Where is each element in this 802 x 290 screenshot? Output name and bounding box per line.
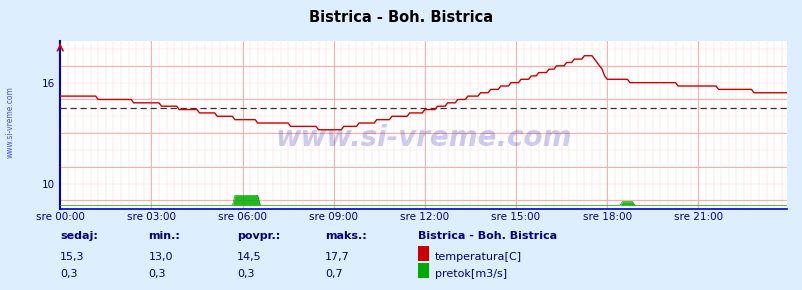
- Text: 15,3: 15,3: [60, 251, 85, 262]
- Text: maks.:: maks.:: [325, 231, 367, 241]
- Text: povpr.:: povpr.:: [237, 231, 280, 241]
- Text: 0,3: 0,3: [237, 269, 254, 279]
- Text: pretok[m3/s]: pretok[m3/s]: [435, 269, 507, 279]
- Text: 0,3: 0,3: [148, 269, 166, 279]
- Text: 0,7: 0,7: [325, 269, 342, 279]
- Text: min.:: min.:: [148, 231, 180, 241]
- Text: Bistrica - Boh. Bistrica: Bistrica - Boh. Bistrica: [309, 10, 493, 25]
- Text: www.si-vreme.com: www.si-vreme.com: [6, 86, 15, 158]
- Text: 17,7: 17,7: [325, 251, 350, 262]
- Text: 13,0: 13,0: [148, 251, 173, 262]
- Text: www.si-vreme.com: www.si-vreme.com: [275, 124, 571, 152]
- Text: 14,5: 14,5: [237, 251, 261, 262]
- Text: 0,3: 0,3: [60, 269, 78, 279]
- Text: sedaj:: sedaj:: [60, 231, 98, 241]
- Text: temperatura[C]: temperatura[C]: [435, 251, 521, 262]
- Text: Bistrica - Boh. Bistrica: Bistrica - Boh. Bistrica: [417, 231, 556, 241]
